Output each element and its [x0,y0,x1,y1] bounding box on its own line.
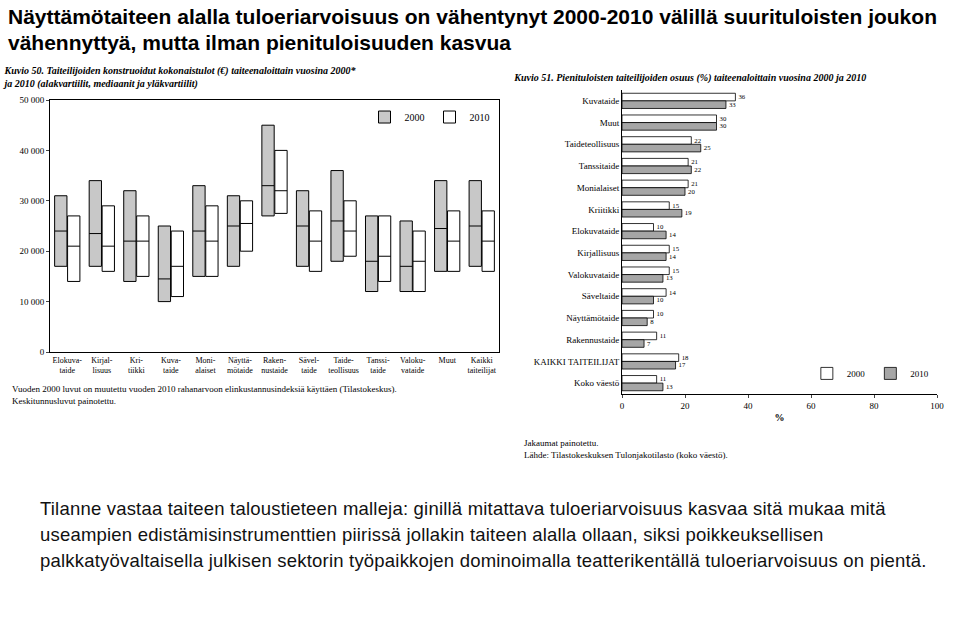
svg-text:Kirjallisuus: Kirjallisuus [577,248,619,258]
svg-text:2010: 2010 [470,112,490,123]
svg-text:19: 19 [685,209,692,216]
svg-text:Kuvio 50. Taiteilijoiden konst: Kuvio 50. Taiteilijoiden konstruoidut ko… [3,65,357,90]
svg-text:15: 15 [672,245,679,252]
svg-text:Kuvataide: Kuvataide [582,96,619,106]
svg-text:2010: 2010 [910,369,929,379]
svg-text:10: 10 [657,223,664,230]
svg-text:10: 10 [657,310,664,317]
svg-text:50 000: 50 000 [19,95,44,105]
html-text:Näyttämötaiteen alalla tuloeri: Näyttämötaiteen alalla tuloeriarvoisuus … [8,5,937,54]
svg-text:KAIKKI TAITEILIJAT: KAIKKI TAITEILIJAT [534,357,620,367]
svg-text:20 000: 20 000 [19,246,44,256]
svg-text:13: 13 [666,274,673,281]
svg-text:Kriitikki: Kriitikki [588,205,619,215]
svg-text:Kaikkitaiteilijat: Kaikkitaiteilijat [468,356,497,375]
svg-text:Kri-tiikki: Kri-tiikki [128,356,146,375]
svg-text:17: 17 [679,361,686,368]
html-text:Tilanne vastaa taiteen taloust: Tilanne vastaa taiteen taloustieteen mal… [40,498,927,571]
svg-text:Taideteollisuus: Taideteollisuus [565,139,620,149]
svg-text:Keskitunnusluvut painotettu.: Keskitunnusluvut painotettu. [12,396,116,406]
svg-text:Tanssitaide: Tanssitaide [579,161,619,171]
svg-text:Jakaumat painotettu.: Jakaumat painotettu. [524,438,598,448]
svg-text:2000: 2000 [405,112,425,123]
svg-text:11: 11 [660,375,667,382]
svg-text:14: 14 [669,289,676,296]
svg-text:20: 20 [688,188,695,195]
svg-text:Näyttämötaide: Näyttämötaide [566,313,619,323]
svg-text:0: 0 [40,347,45,357]
svg-text:11: 11 [660,332,667,339]
svg-text:10: 10 [657,296,664,303]
svg-text:15: 15 [672,202,679,209]
svg-text:Elokuva-taide: Elokuva-taide [53,356,83,375]
svg-text:Muut: Muut [600,118,620,128]
svg-text:Näyttä-mötaide: Näyttä-mötaide [227,356,253,375]
svg-text:Lähde: Tilastokeskuksen Tulonj: Lähde: Tilastokeskuksen Tulonjakotilasto… [524,450,728,460]
svg-text:100: 100 [930,401,944,411]
svg-text:Kuvio 51. Pienituloisten taite: Kuvio 51. Pienituloisten taiteilijoiden … [513,72,866,84]
svg-text:36: 36 [738,93,745,100]
svg-text:22: 22 [694,137,701,144]
svg-text:40 000: 40 000 [19,146,44,156]
svg-text:14: 14 [669,253,676,260]
svg-text:Sävel-taide: Sävel-taide [299,356,320,375]
svg-text:0: 0 [620,401,625,411]
svg-text:30: 30 [720,115,727,122]
svg-text:15: 15 [672,267,679,274]
svg-text:%: % [775,412,785,423]
svg-text:Elokuvataide: Elokuvataide [572,226,619,236]
svg-text:Monialaiset: Monialaiset [577,183,620,193]
svg-text:Muut: Muut [439,356,457,365]
svg-text:Kirjal-lisuus: Kirjal-lisuus [91,356,113,375]
svg-text:20: 20 [681,401,691,411]
svg-text:Valoku-vataide: Valoku-vataide [400,356,426,375]
svg-text:10 000: 10 000 [19,297,44,307]
svg-text:21: 21 [691,158,698,165]
svg-text:Tanssi-taide: Tanssi-taide [367,356,390,375]
svg-text:25: 25 [704,144,711,151]
svg-text:30: 30 [720,122,727,129]
svg-text:33: 33 [729,101,736,108]
svg-text:Säveltaide: Säveltaide [582,291,620,301]
svg-text:2000: 2000 [847,369,866,379]
svg-text:40: 40 [744,401,754,411]
svg-text:7: 7 [647,340,651,347]
svg-text:13: 13 [666,383,673,390]
svg-text:80: 80 [870,401,880,411]
svg-text:Rakennustaide: Rakennustaide [566,335,619,345]
svg-text:14: 14 [669,231,676,238]
svg-text:60: 60 [807,401,817,411]
svg-text:Valokuvataide: Valokuvataide [568,270,619,280]
svg-text:22: 22 [694,166,701,173]
svg-text:Moni-alaiset: Moni-alaiset [195,356,216,375]
svg-text:Kuva-taide: Kuva-taide [161,356,181,375]
svg-text:30 000: 30 000 [19,196,44,206]
svg-text:Raken-nustaide: Raken-nustaide [261,356,288,375]
svg-text:18: 18 [682,354,689,361]
svg-text:Taide-teollisuus: Taide-teollisuus [328,356,359,375]
svg-text:Koko väestö: Koko väestö [574,378,620,388]
svg-text:21: 21 [691,180,698,187]
svg-text:8: 8 [650,318,654,325]
svg-text:Vuoden 2000 luvut on muutettu: Vuoden 2000 luvut on muutettu vuoden 201… [12,384,397,394]
